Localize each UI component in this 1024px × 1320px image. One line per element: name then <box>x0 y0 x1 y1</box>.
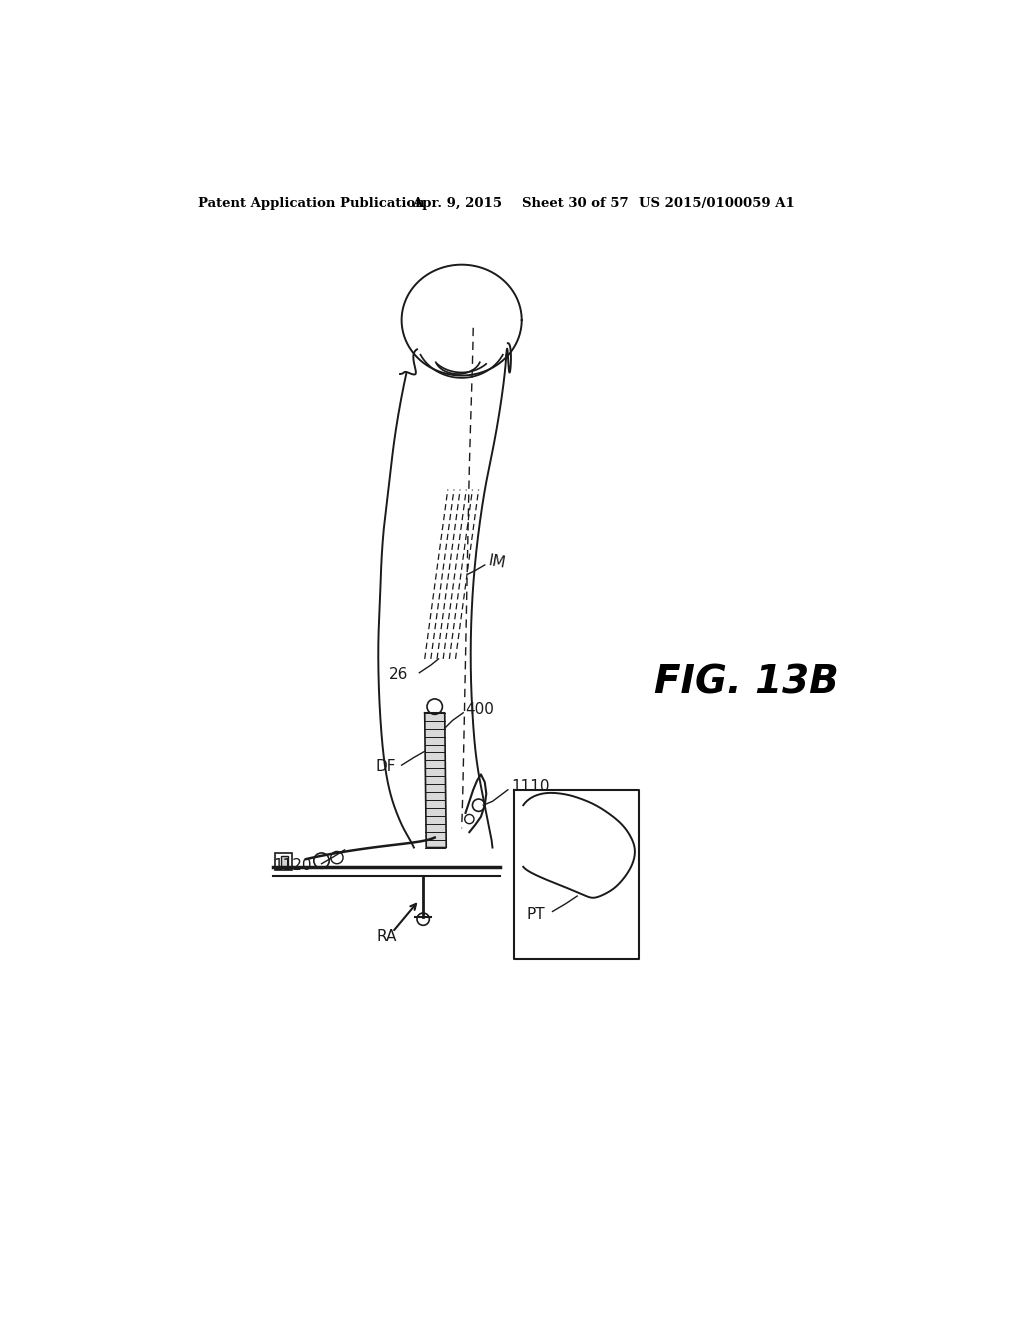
Polygon shape <box>425 713 446 847</box>
Bar <box>275 853 292 870</box>
Text: PT: PT <box>526 907 545 923</box>
Circle shape <box>465 814 474 824</box>
Text: Patent Application Publication: Patent Application Publication <box>199 197 425 210</box>
Text: FIG. 13B: FIG. 13B <box>654 663 839 701</box>
Text: 26: 26 <box>388 667 408 682</box>
Circle shape <box>427 700 442 714</box>
Text: 400: 400 <box>466 702 495 717</box>
Text: DF: DF <box>376 759 396 775</box>
Circle shape <box>313 853 330 869</box>
Text: 1110: 1110 <box>511 779 550 795</box>
Circle shape <box>417 913 429 925</box>
Circle shape <box>472 799 484 812</box>
Circle shape <box>331 851 343 863</box>
Text: 1120: 1120 <box>273 858 311 873</box>
Text: Apr. 9, 2015: Apr. 9, 2015 <box>412 197 502 210</box>
Text: RA: RA <box>377 928 397 944</box>
Text: US 2015/0100059 A1: US 2015/0100059 A1 <box>639 197 795 210</box>
Text: IM: IM <box>487 553 507 570</box>
Text: Sheet 30 of 57: Sheet 30 of 57 <box>521 197 629 210</box>
Bar <box>281 855 289 867</box>
